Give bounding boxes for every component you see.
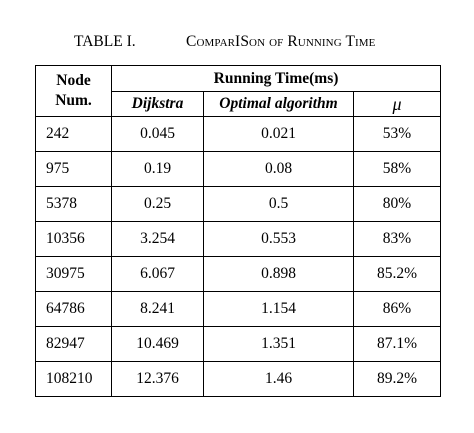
table-number: TABLE I. bbox=[74, 33, 136, 50]
cell-node-num: 242 bbox=[35, 116, 112, 152]
header-node-line1: Node bbox=[56, 72, 91, 89]
cell-optimal: 0.5 bbox=[203, 186, 354, 222]
table-row: 82947 10.469 1.351 87.1% bbox=[35, 326, 442, 362]
table-row: 5378 0.25 0.5 80% bbox=[35, 186, 442, 222]
cell-mu: 87.1% bbox=[352, 326, 442, 362]
table-row: 30975 6.067 0.898 85.2% bbox=[35, 256, 442, 292]
cell-node-num: 108210 bbox=[35, 361, 112, 397]
cell-dijkstra: 10.469 bbox=[111, 326, 204, 362]
cell-mu: 89.2% bbox=[352, 361, 442, 397]
cell-mu: 83% bbox=[352, 221, 442, 257]
cell-optimal: 0.08 bbox=[203, 151, 354, 187]
header-running-time: Running Time(ms) bbox=[110, 65, 442, 92]
cell-dijkstra: 3.254 bbox=[111, 221, 204, 257]
cell-optimal: 1.154 bbox=[203, 291, 354, 327]
table-row: 10356 3.254 0.553 83% bbox=[35, 221, 442, 257]
cell-node-num: 5378 bbox=[35, 186, 112, 222]
header-dijkstra: Dijkstra bbox=[111, 91, 204, 117]
header-node-line2: Num. bbox=[55, 92, 92, 109]
table-title: ComparISon of Running Time bbox=[186, 33, 376, 50]
cell-node-num: 64786 bbox=[35, 291, 112, 327]
table-row: 64786 8.241 1.154 86% bbox=[35, 291, 442, 327]
table-row: 108210 12.376 1.46 89.2% bbox=[35, 361, 442, 397]
cell-mu: 85.2% bbox=[352, 256, 442, 292]
cell-mu: 80% bbox=[352, 186, 442, 222]
cell-mu: 53% bbox=[352, 116, 442, 152]
cell-dijkstra: 8.241 bbox=[111, 291, 204, 327]
cell-node-num: 10356 bbox=[35, 221, 112, 257]
cell-optimal: 0.553 bbox=[203, 221, 354, 257]
header-optimal-algorithm: Optimal algorithm bbox=[203, 91, 354, 117]
cell-optimal: 1.351 bbox=[203, 326, 354, 362]
cell-node-num: 30975 bbox=[35, 256, 112, 292]
table-caption: TABLE I. ComparISon of Running Time bbox=[0, 33, 474, 53]
cell-dijkstra: 0.19 bbox=[111, 151, 204, 187]
header-mu: μ bbox=[352, 91, 442, 117]
running-time-table: Node Num. Running Time(ms) Dijkstra Opti… bbox=[35, 65, 442, 397]
cell-optimal: 1.46 bbox=[203, 361, 354, 397]
cell-mu: 86% bbox=[352, 291, 442, 327]
cell-dijkstra: 0.25 bbox=[111, 186, 204, 222]
header-node-num: Node Num. bbox=[35, 65, 112, 117]
table-row: 975 0.19 0.08 58% bbox=[35, 151, 442, 187]
cell-mu: 58% bbox=[352, 151, 442, 187]
cell-optimal: 0.021 bbox=[203, 116, 354, 152]
cell-node-num: 82947 bbox=[35, 326, 112, 362]
cell-node-num: 975 bbox=[35, 151, 112, 187]
cell-dijkstra: 6.067 bbox=[111, 256, 204, 292]
cell-optimal: 0.898 bbox=[203, 256, 354, 292]
table-row: 242 0.045 0.021 53% bbox=[35, 116, 442, 152]
cell-dijkstra: 12.376 bbox=[111, 361, 204, 397]
cell-dijkstra: 0.045 bbox=[111, 116, 204, 152]
